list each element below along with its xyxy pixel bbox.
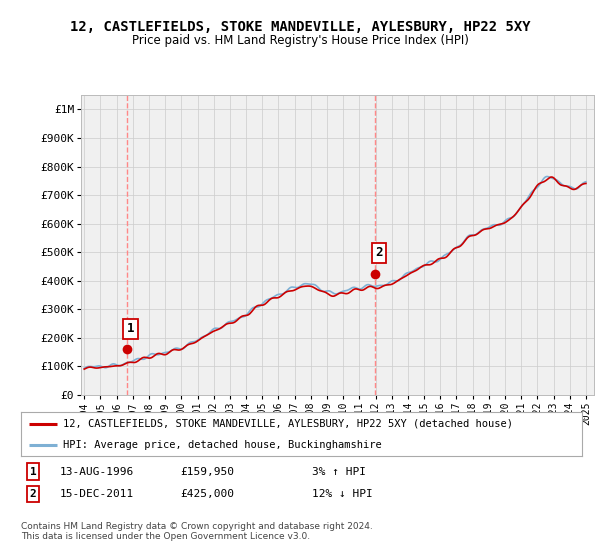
Text: 2: 2: [375, 246, 383, 259]
Text: 15-DEC-2011: 15-DEC-2011: [60, 489, 134, 499]
Text: Contains HM Land Registry data © Crown copyright and database right 2024.
This d: Contains HM Land Registry data © Crown c…: [21, 522, 373, 542]
Text: HPI: Average price, detached house, Buckinghamshire: HPI: Average price, detached house, Buck…: [63, 440, 382, 450]
Text: Price paid vs. HM Land Registry's House Price Index (HPI): Price paid vs. HM Land Registry's House …: [131, 34, 469, 46]
Text: 1: 1: [127, 322, 134, 335]
Text: 2: 2: [29, 489, 37, 499]
Text: £159,950: £159,950: [180, 466, 234, 477]
Text: 12% ↓ HPI: 12% ↓ HPI: [312, 489, 373, 499]
Text: 13-AUG-1996: 13-AUG-1996: [60, 466, 134, 477]
Text: 1: 1: [29, 466, 37, 477]
Text: £425,000: £425,000: [180, 489, 234, 499]
Text: 12, CASTLEFIELDS, STOKE MANDEVILLE, AYLESBURY, HP22 5XY: 12, CASTLEFIELDS, STOKE MANDEVILLE, AYLE…: [70, 20, 530, 34]
Text: 12, CASTLEFIELDS, STOKE MANDEVILLE, AYLESBURY, HP22 5XY (detached house): 12, CASTLEFIELDS, STOKE MANDEVILLE, AYLE…: [63, 419, 513, 429]
Text: 3% ↑ HPI: 3% ↑ HPI: [312, 466, 366, 477]
